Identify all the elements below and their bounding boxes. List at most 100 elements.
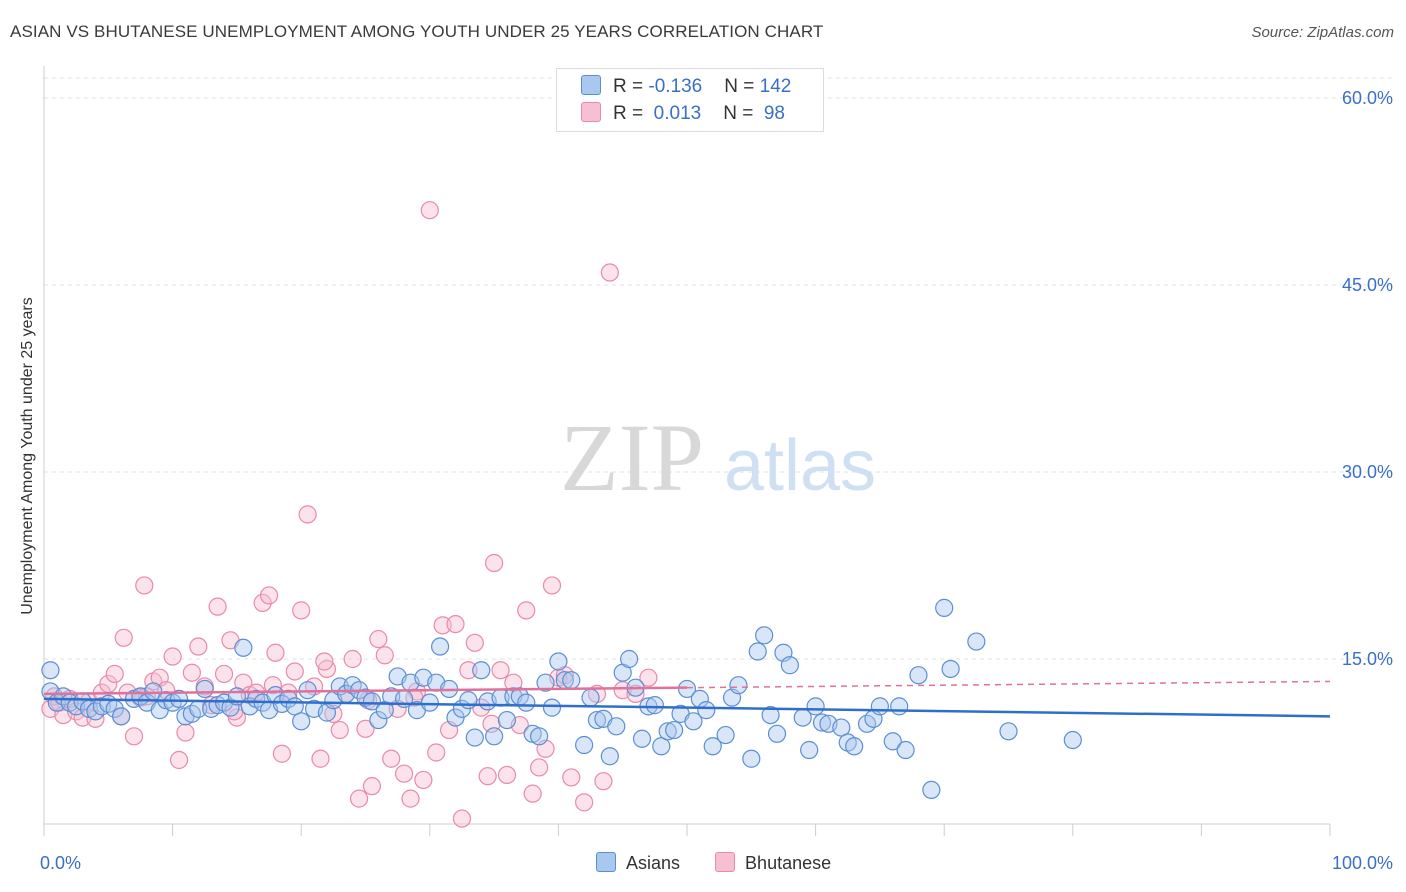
legend-r-value: 0.013 (648, 103, 702, 124)
bhutanese-points (41, 201, 658, 828)
bhutanese-point (517, 601, 536, 620)
y-tick-label: 15.0% (1342, 649, 1393, 669)
bhutanese-point (497, 765, 517, 785)
asians-point (607, 717, 626, 736)
bhutanese-point (562, 768, 581, 787)
asians-point (292, 712, 311, 731)
bhutanese-point (414, 770, 433, 790)
bhutanese-point (375, 646, 394, 665)
asians-point (600, 747, 619, 766)
asians-point (742, 749, 761, 768)
asians-point (362, 692, 382, 711)
asians-point (517, 693, 536, 712)
bhutanese-point (485, 553, 504, 573)
legend-swatch-bhutanese (715, 852, 736, 872)
asians-point (536, 673, 555, 692)
bhutanese-point (433, 616, 452, 635)
bhutanese-point (542, 576, 562, 595)
bhutanese-point (105, 664, 124, 684)
bhutanese-point (292, 601, 311, 620)
legend-label-asians: Asians (626, 853, 681, 873)
watermark-zip: ZIP (560, 404, 704, 511)
asians-point (581, 688, 600, 707)
tick-labels: 15.0% 30.0% 45.0% 60.0% 0.0% 100.0% (40, 88, 1393, 873)
bhutanese-point (114, 628, 133, 647)
asians-point (632, 729, 652, 748)
bhutanese-point (420, 201, 439, 220)
asians-point (729, 676, 748, 695)
asians-point (748, 642, 767, 661)
grid-lines (44, 77, 1394, 660)
asians-point (465, 728, 484, 747)
asians-trend-line (43, 697, 1331, 718)
bhutanese-point (382, 749, 401, 768)
y-tick-label: 45.0% (1342, 275, 1393, 295)
legend-r-label: R = (613, 103, 649, 124)
axes (43, 66, 1331, 836)
asians-point (575, 735, 594, 755)
asians-point (562, 671, 581, 690)
bhutanese-point (163, 647, 182, 666)
asians-point (999, 722, 1018, 741)
bhutanese-trend-extension (686, 680, 1331, 689)
bhutanese-point (478, 767, 497, 786)
bhutanese-point (176, 723, 195, 742)
bhutanese-point (124, 727, 144, 746)
legend-n-value: 142 (759, 76, 792, 97)
asians-point (1063, 730, 1082, 750)
bhutanese-point (324, 704, 343, 723)
asians-point (459, 691, 478, 710)
asians-point (935, 598, 954, 617)
legend-item-bhutanese[interactable]: Bhutanese (715, 852, 831, 874)
y-tick-label: 60.0% (1342, 88, 1393, 108)
asians-point (485, 727, 504, 746)
bhutanese-point (285, 662, 304, 681)
asians-point (761, 705, 780, 725)
bhutanese-point (208, 597, 227, 616)
asians-point (658, 722, 677, 741)
bhutanese-point (317, 659, 337, 679)
asians-points (41, 598, 1082, 800)
bhutanese-point (266, 643, 285, 662)
series-legend: Asians Bhutanese (596, 852, 861, 874)
bhutanese-point (491, 661, 510, 680)
asians-point (806, 697, 825, 716)
legend-item-asians[interactable]: Asians (596, 852, 680, 874)
asians-point (684, 712, 703, 731)
legend-swatch-bhutanese (581, 102, 601, 122)
trend-lines (43, 680, 1331, 718)
legend-r-label: R = (613, 76, 649, 97)
correlation-legend: R = -0.136 N = 142 R = 0.013 N = 98 (556, 68, 824, 132)
bhutanese-point (600, 263, 619, 282)
asians-point (472, 661, 491, 680)
bhutanese-point (626, 684, 645, 704)
bhutanese-point (214, 664, 234, 684)
x-tick-label: 100.0% (1332, 853, 1393, 873)
asians-point (922, 780, 941, 800)
asians-point (812, 713, 832, 732)
asians-point (542, 698, 562, 717)
asians-point (716, 725, 735, 745)
bhutanese-point (349, 789, 369, 808)
bhutanese-point (530, 758, 549, 777)
asians-point (549, 652, 568, 671)
bhutanese-point (362, 777, 382, 796)
asians-point (909, 666, 928, 685)
bhutanese-point (639, 668, 658, 687)
y-tick-label: 30.0% (1342, 462, 1393, 482)
bhutanese-point (253, 593, 272, 613)
bhutanese-point (459, 661, 478, 680)
legend-n-label: N = (723, 103, 759, 124)
watermark: ZIP atlas (560, 404, 876, 511)
asians-point (845, 737, 864, 756)
bhutanese-point (272, 744, 292, 763)
asians-point (420, 693, 439, 712)
bhutanese-point (169, 750, 189, 770)
bhutanese-point (523, 784, 542, 803)
bhutanese-point (594, 772, 613, 791)
asians-point (652, 737, 671, 756)
bhutanese-point (330, 720, 349, 740)
bhutanese-point (401, 789, 420, 808)
legend-swatch-asians (581, 75, 601, 95)
bhutanese-trend-line (43, 686, 688, 696)
